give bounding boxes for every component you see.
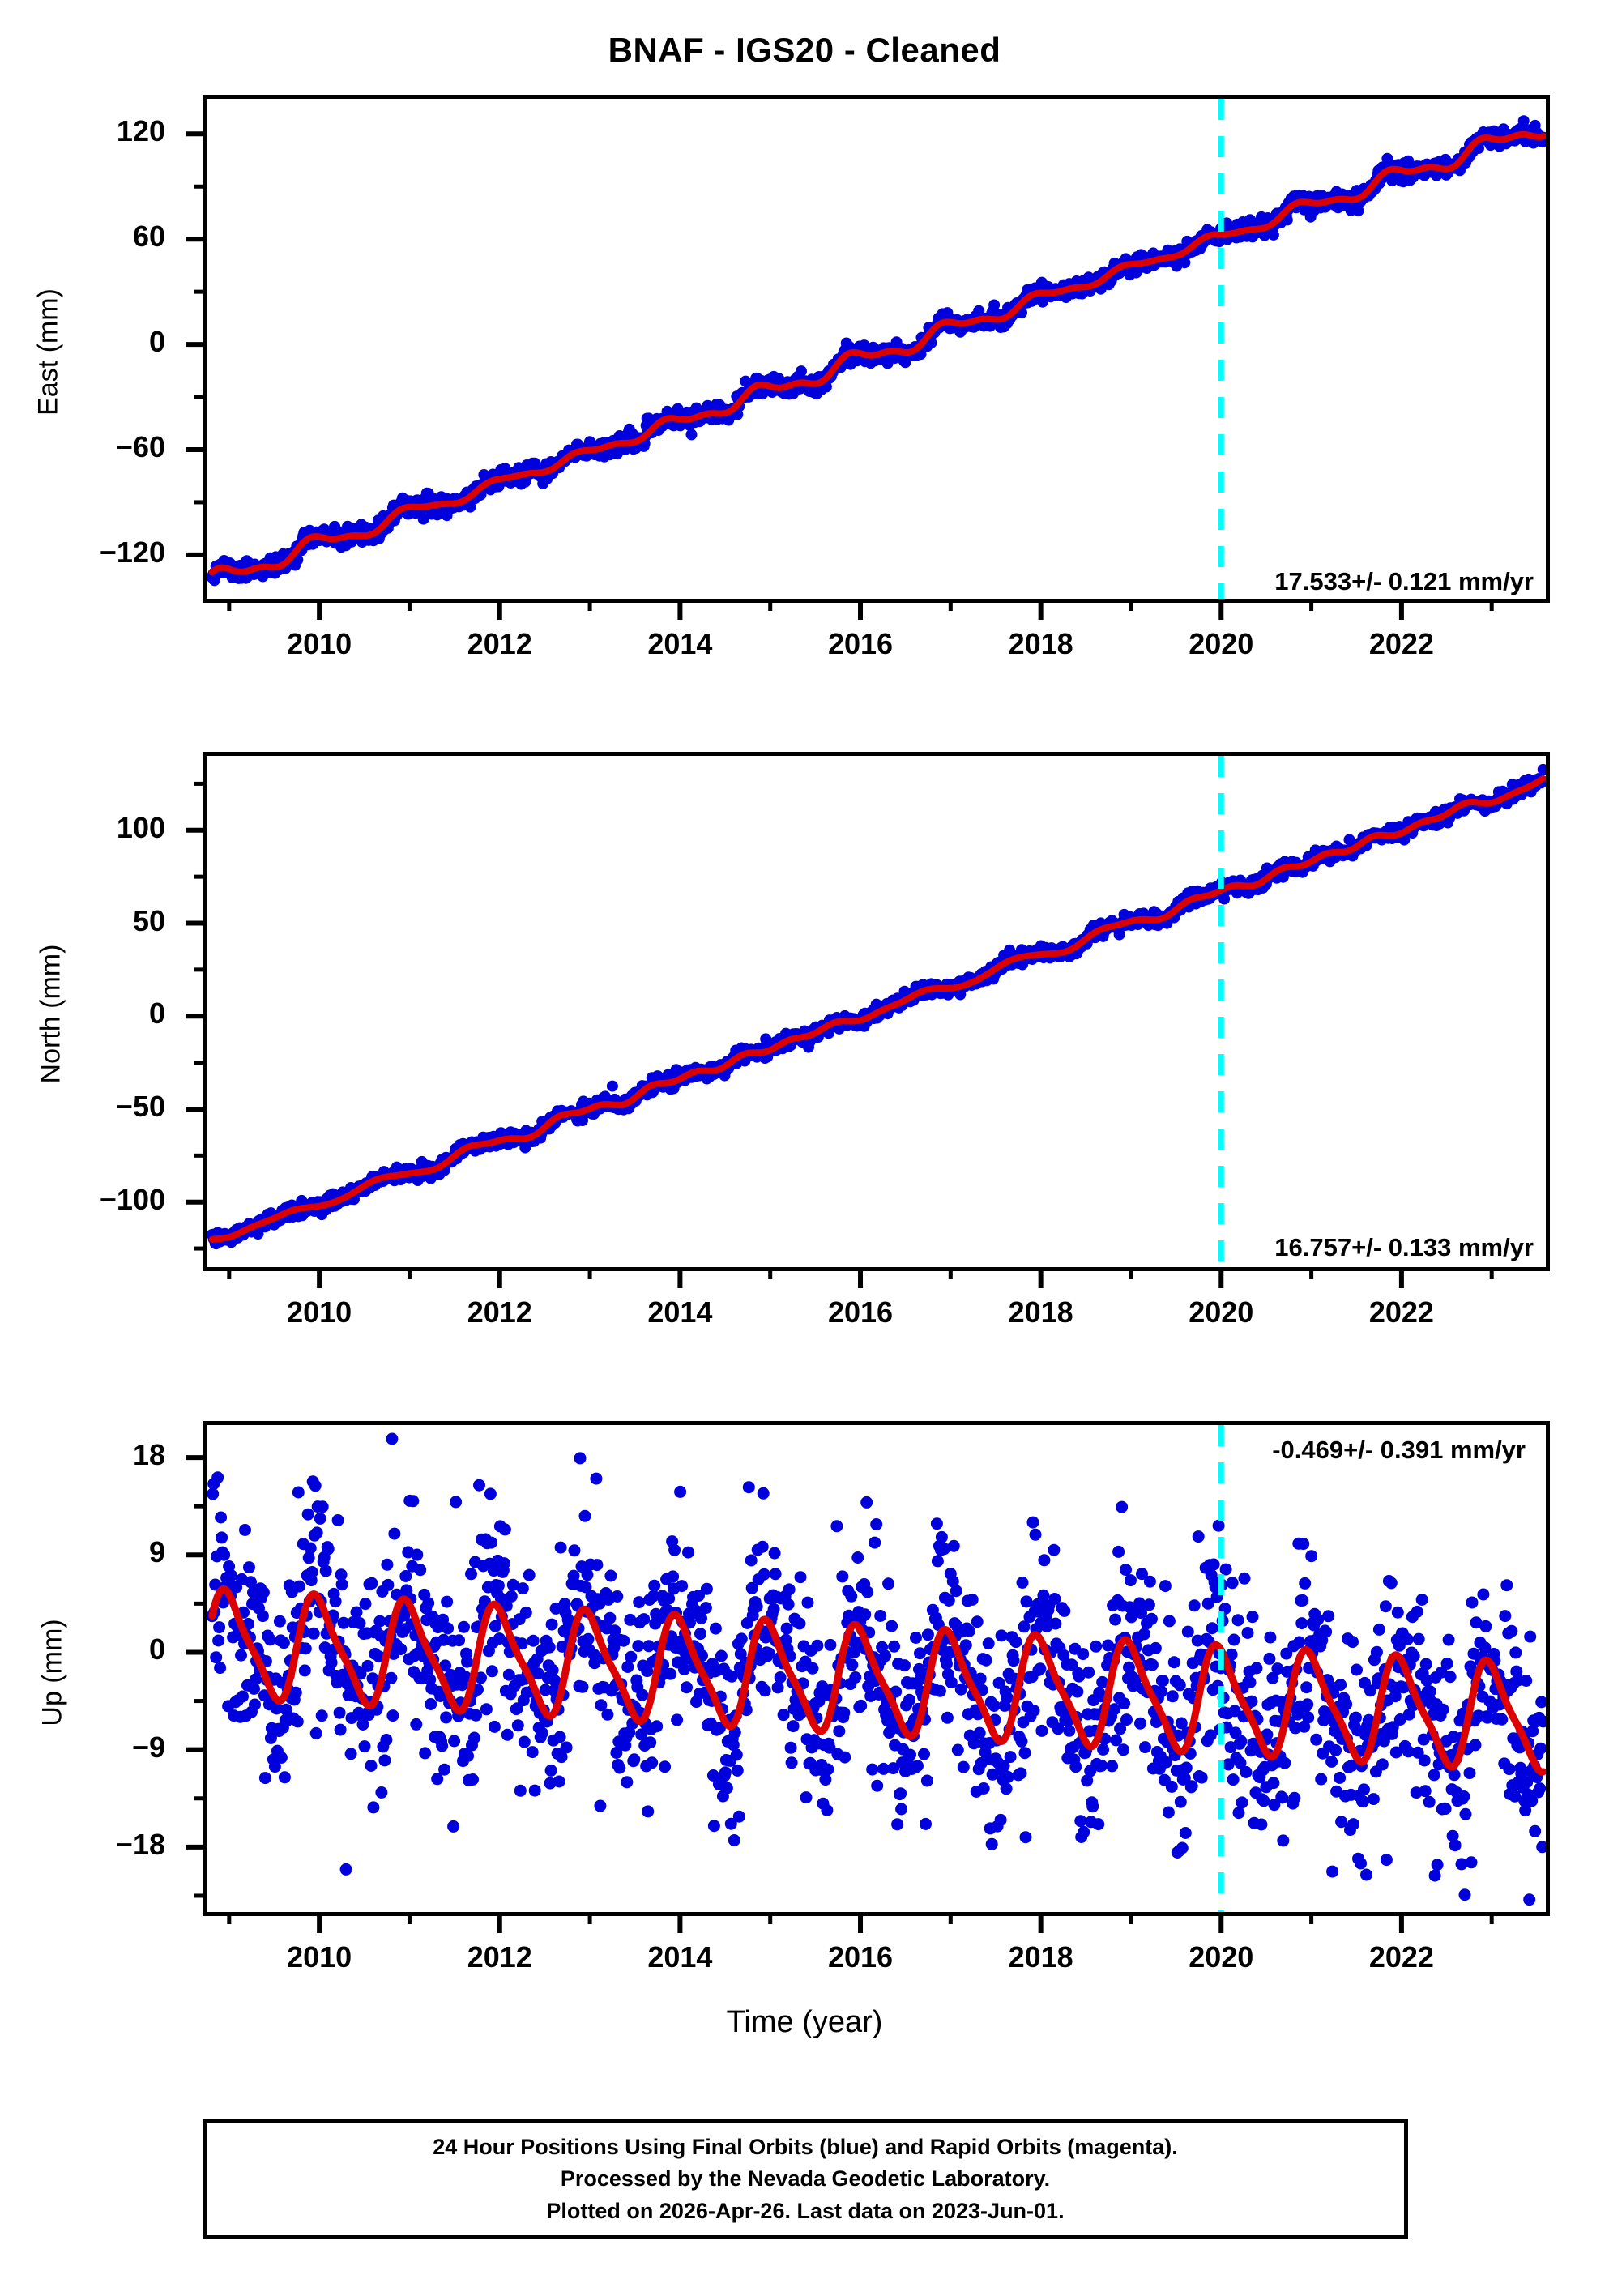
xtick-label: 2018 bbox=[1008, 1295, 1073, 1329]
xtick-label: 2010 bbox=[287, 627, 352, 660]
xtick-label: 2016 bbox=[827, 627, 894, 660]
ytick-label: 0 bbox=[148, 996, 165, 1031]
panel-up-data-layer bbox=[207, 1425, 1546, 1912]
xtick-label: 2012 bbox=[467, 1295, 532, 1329]
panel-east bbox=[186, 95, 1550, 620]
xtick-label: 2022 bbox=[1368, 1940, 1434, 1974]
xtick-label: 2010 bbox=[287, 1295, 352, 1329]
xtick-label: 2020 bbox=[1189, 1940, 1254, 1974]
ytick-label: −60 bbox=[115, 429, 165, 463]
rate-annotation-up: -0.469+/- 0.391 mm/yr bbox=[1272, 1436, 1526, 1464]
ytick-label: −100 bbox=[99, 1182, 165, 1216]
xtick-label: 2014 bbox=[647, 1940, 713, 1974]
rate-annotation-north: 16.757+/- 0.133 mm/yr bbox=[1274, 1233, 1534, 1261]
rate-annotation-east: 17.533+/- 0.121 mm/yr bbox=[1274, 567, 1534, 595]
ytick-label: −120 bbox=[99, 535, 165, 569]
xtick-label: 2018 bbox=[1008, 1940, 1073, 1974]
xtick-label: 2020 bbox=[1189, 627, 1254, 660]
xtick-label: 2022 bbox=[1368, 1295, 1434, 1329]
xtick-label: 2016 bbox=[827, 1295, 894, 1329]
ytick-label: 0 bbox=[148, 325, 165, 359]
panel-east-data-layer bbox=[207, 99, 1546, 599]
caption-line-2: Processed by the Nevada Geodetic Laborat… bbox=[560, 2166, 1051, 2191]
caption-box: 24 Hour Positions Using Final Orbits (bl… bbox=[203, 2119, 1408, 2239]
ytick-label: 50 bbox=[132, 903, 165, 937]
ytick-label: 60 bbox=[132, 220, 165, 254]
xtick-label: 2012 bbox=[467, 1940, 532, 1974]
ytick-label: 120 bbox=[116, 114, 165, 148]
xtick-label: 2020 bbox=[1189, 1295, 1254, 1329]
xtick-label: 2022 bbox=[1368, 627, 1434, 660]
ytick-label: −18 bbox=[115, 1827, 165, 1861]
xtick-label: 2014 bbox=[647, 627, 713, 660]
ytick-label: −9 bbox=[131, 1730, 165, 1764]
model-fit-line bbox=[208, 1585, 1546, 1776]
xtick-label: 2018 bbox=[1008, 627, 1073, 660]
panel-up bbox=[186, 1421, 1550, 1933]
model-fit-line bbox=[208, 130, 1546, 576]
ytick-label: 0 bbox=[148, 1632, 165, 1667]
ytick-label: −50 bbox=[115, 1089, 165, 1123]
panel-north bbox=[186, 752, 1550, 1288]
xtick-label: 2016 bbox=[827, 1940, 894, 1974]
xtick-label: 2014 bbox=[647, 1295, 713, 1329]
axis-label-time: Time (year) bbox=[726, 2005, 883, 2039]
data-points bbox=[207, 115, 1546, 587]
caption-line-3: Plotted on 2026-Apr-26. Last data on 202… bbox=[546, 2198, 1065, 2223]
ytick-label: 100 bbox=[116, 810, 165, 844]
model-fit-line bbox=[208, 775, 1546, 1243]
ytick-label: 9 bbox=[148, 1535, 165, 1569]
xtick-label: 2012 bbox=[467, 627, 532, 660]
page-title: BNAF - IGS20 - Cleaned bbox=[608, 31, 1001, 69]
caption-line-1: 24 Hour Positions Using Final Orbits (bl… bbox=[433, 2135, 1178, 2160]
xtick-label: 2010 bbox=[287, 1940, 352, 1974]
panel-north-data-layer bbox=[207, 756, 1546, 1267]
ytick-label: 18 bbox=[132, 1438, 165, 1472]
